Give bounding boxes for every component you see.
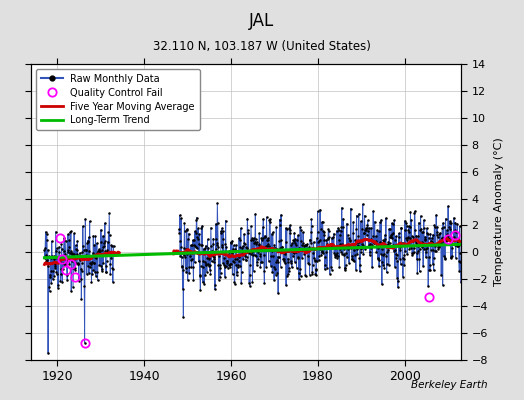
Y-axis label: Temperature Anomaly (°C): Temperature Anomaly (°C) (494, 138, 504, 286)
Text: JAL: JAL (249, 12, 275, 30)
Text: 32.110 N, 103.187 W (United States): 32.110 N, 103.187 W (United States) (153, 40, 371, 53)
Legend: Raw Monthly Data, Quality Control Fail, Five Year Moving Average, Long-Term Tren: Raw Monthly Data, Quality Control Fail, … (36, 69, 200, 130)
Text: Berkeley Earth: Berkeley Earth (411, 380, 487, 390)
